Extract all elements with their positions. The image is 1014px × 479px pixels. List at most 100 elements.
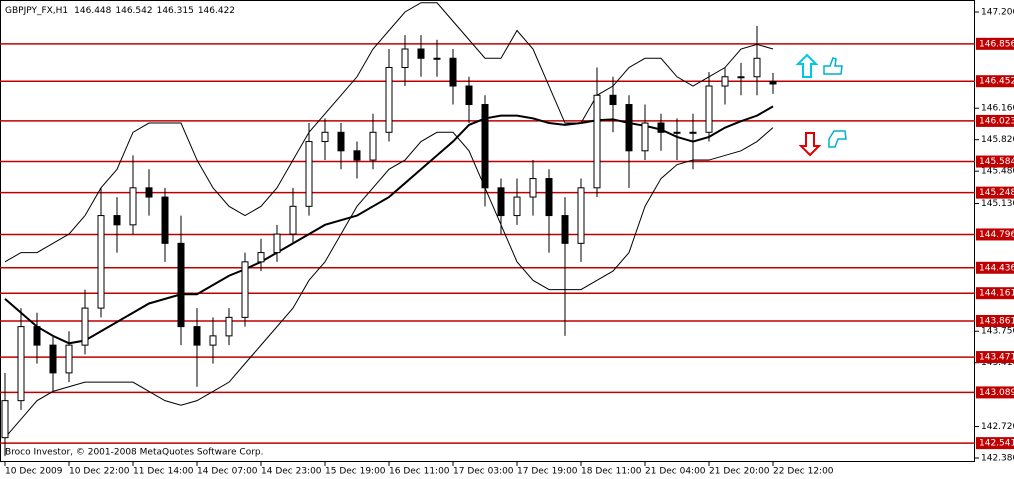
header-close: 146.422 — [198, 6, 235, 16]
x-tick-label: 21 Dec 20:00 — [709, 467, 770, 477]
candle-body — [337, 131, 345, 152]
x-tick-label: 14 Dec 23:00 — [261, 467, 322, 477]
footer: Broco Investor, © 2001-2008 MetaQuotes S… — [5, 448, 264, 458]
candle-body — [305, 141, 313, 207]
level-label: 144.796 — [979, 230, 1014, 240]
level-label: 145.248 — [979, 188, 1014, 198]
candle-body — [433, 57, 441, 60]
candle-body — [753, 57, 761, 78]
level-label-bg — [976, 261, 1014, 274]
candle-body — [705, 85, 713, 133]
candle-body — [177, 242, 185, 328]
candle-body — [161, 196, 169, 244]
level-label: 146.023 — [979, 116, 1014, 126]
x-tick-label: 22 Dec 12:00 — [773, 467, 834, 477]
candle-body — [545, 178, 553, 217]
candle-body — [625, 104, 633, 152]
x-tick-label: 18 Dec 11:00 — [581, 467, 642, 477]
candle-body — [401, 48, 409, 69]
thumbs-down — [828, 130, 847, 148]
x-tick-label: 16 Dec 11:00 — [389, 467, 450, 477]
candle-body — [513, 196, 521, 217]
candle-body — [129, 187, 137, 226]
y-tick-label: 142.380 — [981, 454, 1014, 464]
level-label-bg — [976, 287, 1014, 300]
up-arrow — [795, 53, 819, 78]
y-tick-label: 145.130 — [981, 199, 1014, 209]
candle-body — [257, 252, 265, 263]
level-label: 146.452 — [979, 77, 1014, 87]
level-label: 143.471 — [979, 353, 1014, 363]
candle-body — [641, 122, 649, 152]
candle-body — [17, 326, 25, 402]
level-label-bg — [976, 351, 1014, 364]
level-label-bg — [976, 155, 1014, 168]
candle-body — [385, 67, 393, 133]
level-label: 144.436 — [979, 263, 1014, 273]
candle-body — [289, 205, 297, 235]
level-label-bg — [976, 386, 1014, 399]
header-low: 146.315 — [157, 6, 194, 16]
candle-body — [481, 104, 489, 189]
candle-body — [113, 215, 121, 226]
y-tick-label: 143.750 — [981, 327, 1014, 337]
candle-body — [609, 94, 617, 106]
level-label: 142.541 — [979, 439, 1014, 449]
candle-body — [737, 76, 745, 79]
candle-body — [449, 57, 457, 87]
y-tick-label: 145.820 — [981, 135, 1014, 145]
level-label: 145.584 — [979, 157, 1014, 167]
candle-body — [465, 85, 473, 106]
candle-body — [321, 131, 329, 143]
x-tick-label: 21 Dec 04:00 — [645, 467, 706, 477]
level-label-bg — [976, 75, 1014, 88]
x-tick-label: 10 Dec 22:00 — [69, 467, 130, 477]
thumbs-up — [823, 57, 843, 75]
level-label: 143.089 — [979, 388, 1014, 398]
candle-body — [225, 316, 233, 337]
level-label-bg — [976, 186, 1014, 199]
candle-body — [689, 131, 697, 134]
candle-body — [369, 131, 377, 161]
x-tick-label: 10 Dec 2009 — [5, 467, 63, 477]
candle-body — [49, 344, 57, 374]
candle-body — [97, 215, 105, 309]
header-high: 146.542 — [115, 6, 152, 16]
x-tick-label: 11 Dec 14:00 — [133, 467, 194, 477]
candle-body — [657, 122, 665, 133]
x-tick-label: 17 Dec 19:00 — [517, 467, 578, 477]
candle-body — [561, 215, 569, 244]
y-tick-label: 145.480 — [981, 167, 1014, 177]
candle-body — [81, 307, 89, 346]
header: GBPJPY_FX,H1 146.448 146.542 146.315 146.422 — [5, 6, 235, 16]
candle-body — [769, 81, 777, 85]
candle-body — [273, 233, 281, 254]
level-label: 144.161 — [979, 289, 1014, 299]
plot-frame — [0, 0, 975, 462]
candle-body — [65, 344, 73, 374]
signal-icons — [795, 53, 847, 157]
candle-body — [1, 400, 9, 439]
y-tick-label: 142.720 — [981, 422, 1014, 432]
x-tick-label: 17 Dec 03:00 — [453, 467, 514, 477]
candle-body — [593, 94, 601, 189]
y-tick-label: 143.410 — [981, 358, 1014, 368]
level-label-bg — [976, 114, 1014, 127]
level-label-bg — [976, 228, 1014, 241]
candle-body — [529, 178, 537, 198]
level-label-bg — [976, 437, 1014, 450]
y-tick-label: 147.200 — [981, 7, 1014, 17]
y-tick-label: 146.160 — [981, 104, 1014, 114]
level-label: 146.856 — [979, 39, 1014, 49]
candle-body — [353, 150, 361, 161]
bollinger-lower — [4, 127, 774, 438]
candle-body — [241, 261, 249, 318]
candle-body — [33, 326, 41, 346]
level-label-bg — [976, 37, 1014, 50]
candle-body — [673, 131, 681, 134]
bollinger-upper — [4, 2, 774, 263]
level-label: 143.861 — [979, 316, 1014, 326]
header-open: 146.448 — [74, 6, 111, 16]
candle-body — [193, 326, 201, 346]
